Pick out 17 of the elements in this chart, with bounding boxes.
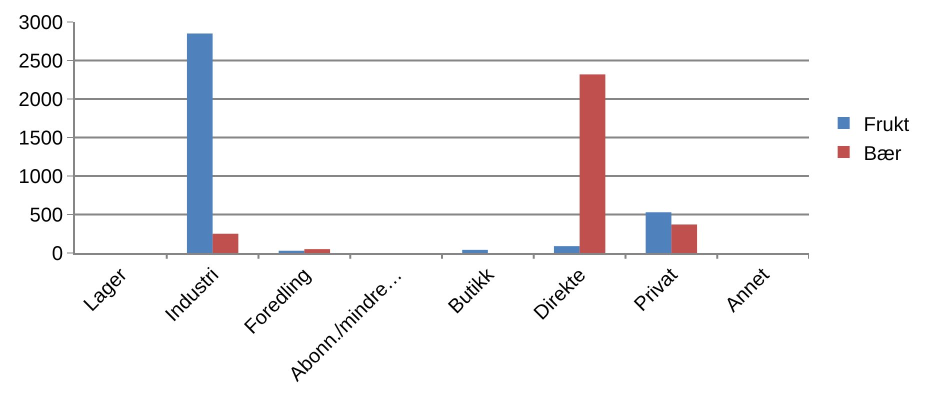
legend-label: Bær bbox=[864, 142, 902, 165]
bar bbox=[212, 234, 238, 253]
y-tick-label: 1500 bbox=[18, 128, 63, 150]
bar bbox=[304, 249, 330, 253]
y-tick-label: 2000 bbox=[18, 89, 63, 111]
bar bbox=[554, 246, 580, 253]
y-tick-label: 2500 bbox=[18, 50, 63, 72]
y-tick-label: 1000 bbox=[18, 166, 63, 188]
y-tick-label: 3000 bbox=[18, 12, 63, 34]
bar bbox=[580, 74, 606, 253]
bar bbox=[646, 212, 672, 253]
legend-label: Frukt bbox=[864, 114, 910, 136]
y-tick-label: 0 bbox=[52, 243, 63, 265]
bar bbox=[671, 224, 698, 253]
bar bbox=[462, 250, 488, 253]
y-tick-label: 500 bbox=[30, 204, 63, 226]
bar bbox=[186, 34, 213, 253]
